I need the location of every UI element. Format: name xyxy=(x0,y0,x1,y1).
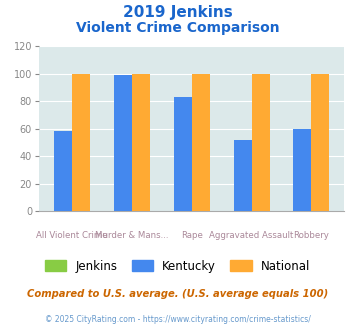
Text: © 2025 CityRating.com - https://www.cityrating.com/crime-statistics/: © 2025 CityRating.com - https://www.city… xyxy=(45,315,310,324)
Bar xyxy=(132,74,150,211)
Text: All Violent Crime: All Violent Crime xyxy=(36,231,108,240)
Bar xyxy=(174,97,192,211)
Bar xyxy=(311,74,329,211)
Text: Robbery: Robbery xyxy=(294,231,329,240)
Bar xyxy=(54,131,72,211)
Text: Compared to U.S. average. (U.S. average equals 100): Compared to U.S. average. (U.S. average … xyxy=(27,289,328,299)
Bar xyxy=(72,74,90,211)
Bar xyxy=(192,74,210,211)
Bar xyxy=(252,74,269,211)
Legend: Jenkins, Kentucky, National: Jenkins, Kentucky, National xyxy=(40,255,315,278)
Bar xyxy=(114,75,132,211)
Text: 2019 Jenkins: 2019 Jenkins xyxy=(122,5,233,20)
Text: Rape: Rape xyxy=(181,231,203,240)
Bar xyxy=(294,129,311,211)
Text: Violent Crime Comparison: Violent Crime Comparison xyxy=(76,21,279,35)
Bar xyxy=(234,140,252,211)
Text: Aggravated Assault: Aggravated Assault xyxy=(209,231,294,240)
Text: Murder & Mans...: Murder & Mans... xyxy=(95,231,169,240)
